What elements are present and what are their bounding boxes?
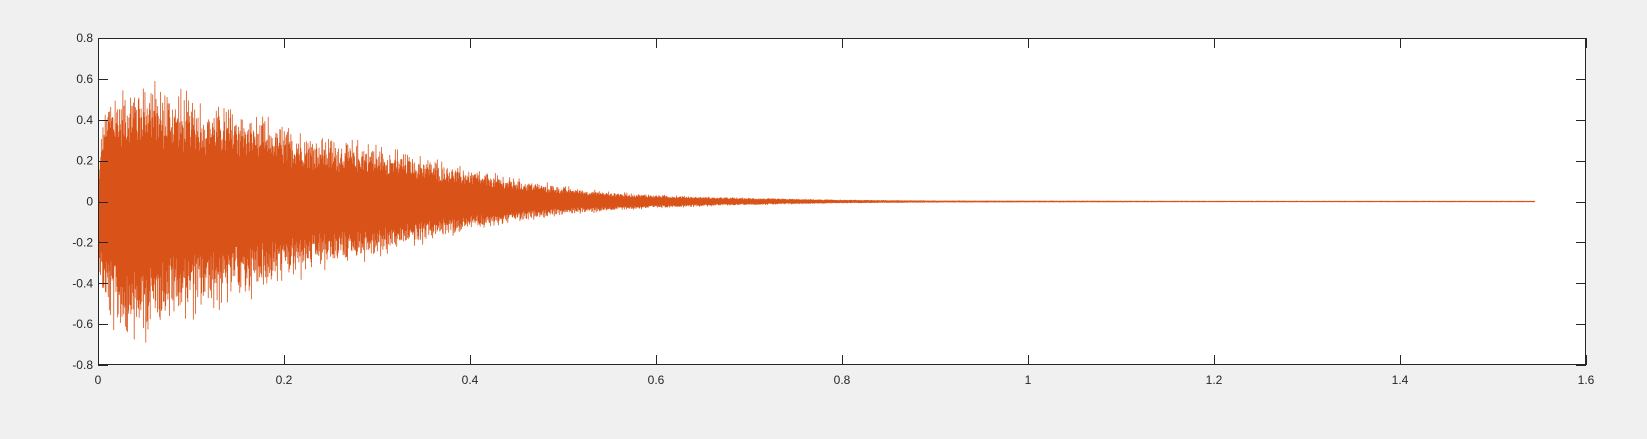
x-tick-label: 0.2	[276, 373, 293, 387]
y-tick-label: -0.2	[72, 235, 93, 249]
y-tick-label: -0.8	[72, 358, 93, 372]
y-tick-label: -0.4	[72, 276, 93, 290]
x-tick-label: 0.4	[462, 373, 479, 387]
waveform-series-line	[98, 80, 1536, 343]
x-tick-label: 1.6	[1578, 373, 1595, 387]
x-tick-label: 1.4	[1392, 373, 1409, 387]
y-tick-label: 0.4	[76, 113, 93, 127]
x-tick-label: 1.2	[1206, 373, 1223, 387]
y-tick-label: 0.6	[76, 72, 93, 86]
x-tick-label: 0	[95, 373, 102, 387]
x-tick-label: 1	[1025, 373, 1032, 387]
y-tick-label: 0	[86, 195, 93, 209]
x-tick-label: 0.8	[834, 373, 851, 387]
y-tick-label: 0.8	[76, 31, 93, 45]
y-tick-label: -0.6	[72, 317, 93, 331]
y-tick-label: 0.2	[76, 154, 93, 168]
x-tick-label: 0.6	[648, 373, 665, 387]
